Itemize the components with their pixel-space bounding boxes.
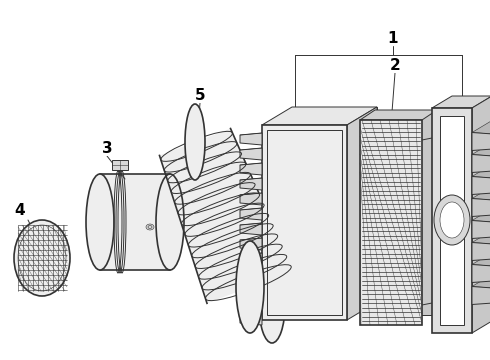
Ellipse shape (236, 241, 264, 333)
Polygon shape (240, 283, 262, 295)
Bar (267, 130, 342, 315)
Ellipse shape (434, 195, 470, 245)
Text: 2: 2 (390, 58, 400, 72)
Polygon shape (472, 198, 490, 216)
Polygon shape (240, 298, 262, 310)
Polygon shape (240, 268, 262, 280)
Polygon shape (472, 143, 490, 157)
Bar (432, 108, 472, 333)
Ellipse shape (185, 104, 205, 180)
Polygon shape (472, 230, 490, 244)
Polygon shape (240, 178, 262, 190)
Ellipse shape (440, 202, 464, 238)
Polygon shape (472, 96, 490, 333)
Text: 1: 1 (388, 31, 398, 45)
Polygon shape (432, 96, 490, 108)
Bar (262, 125, 347, 320)
Polygon shape (262, 107, 377, 125)
Ellipse shape (156, 174, 184, 270)
Bar (112, 160, 128, 170)
Polygon shape (240, 208, 262, 220)
Ellipse shape (86, 174, 114, 270)
Polygon shape (472, 265, 490, 283)
Polygon shape (240, 238, 262, 250)
Polygon shape (472, 176, 490, 194)
Polygon shape (472, 186, 490, 201)
Polygon shape (347, 107, 377, 320)
Text: 3: 3 (102, 140, 112, 156)
Polygon shape (240, 313, 262, 325)
Polygon shape (472, 274, 490, 288)
Polygon shape (240, 193, 262, 205)
Text: 4: 4 (15, 202, 25, 217)
Polygon shape (240, 253, 262, 265)
Polygon shape (472, 252, 490, 266)
Polygon shape (472, 154, 490, 172)
Polygon shape (240, 148, 262, 160)
Bar (440, 116, 464, 325)
Ellipse shape (14, 220, 70, 296)
Ellipse shape (146, 224, 154, 230)
Polygon shape (240, 223, 262, 235)
Polygon shape (472, 220, 490, 239)
Polygon shape (472, 132, 490, 150)
Polygon shape (240, 163, 262, 175)
Polygon shape (375, 110, 437, 315)
Polygon shape (472, 165, 490, 179)
Polygon shape (159, 129, 293, 303)
Polygon shape (472, 121, 490, 135)
Ellipse shape (259, 267, 285, 343)
Polygon shape (360, 110, 437, 120)
Polygon shape (472, 243, 490, 261)
Bar (360, 120, 422, 325)
Polygon shape (292, 107, 377, 302)
Polygon shape (100, 174, 170, 270)
Polygon shape (472, 287, 490, 305)
Polygon shape (472, 208, 490, 222)
Text: 5: 5 (195, 87, 205, 103)
Polygon shape (240, 133, 262, 145)
